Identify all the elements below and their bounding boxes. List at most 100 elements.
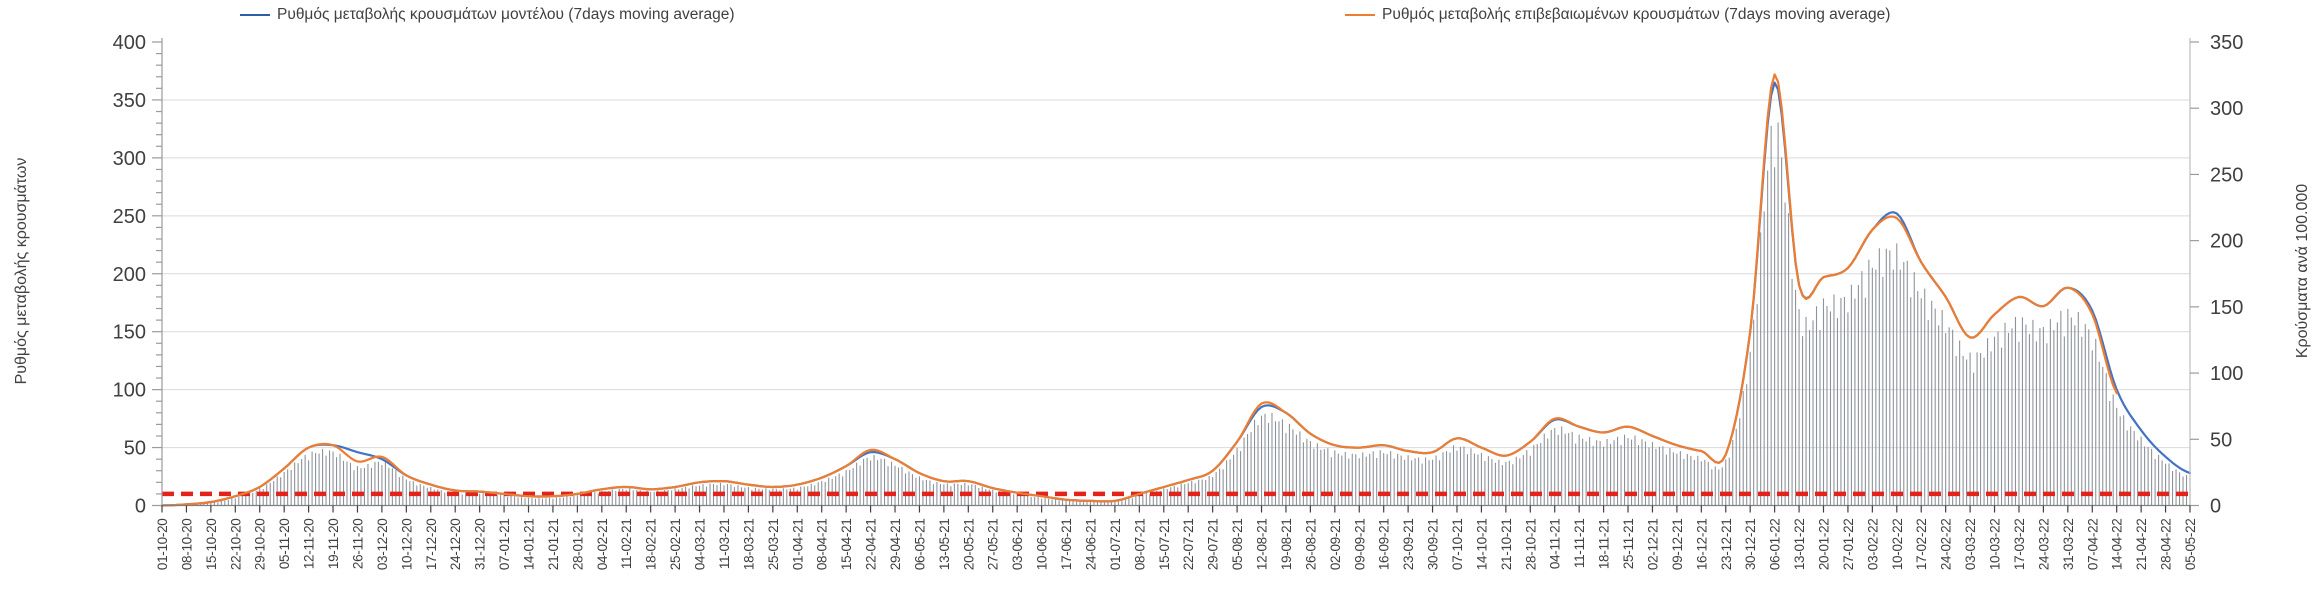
right-tick-label: 200 xyxy=(2210,231,2243,253)
x-tick-label: 07-04-22 xyxy=(2085,519,2100,571)
x-tick-label: 14-01-21 xyxy=(522,519,537,571)
legend-item-confirmed[interactable]: Ρυθμός μεταβολής επιβεβαιωμένων κρουσμάτ… xyxy=(1345,4,1890,26)
x-tick-label: 27-01-22 xyxy=(1841,519,1856,571)
x-tick-label: 14-10-21 xyxy=(1474,519,1489,571)
x-tick-label: 15-04-21 xyxy=(839,519,854,571)
legend-item-model[interactable]: Ρυθμός μεταβολής κρουσμάτων μοντέλου (7d… xyxy=(240,4,735,26)
x-tick-label: 31-03-22 xyxy=(2061,519,2076,571)
legend-label-confirmed: Ρυθμός μεταβολής επιβεβαιωμένων κρουσμάτ… xyxy=(1382,6,1891,23)
x-tick-label: 10-02-22 xyxy=(1890,519,1905,571)
x-tick-label: 14-04-22 xyxy=(2110,519,2125,571)
left-tick-label: 350 xyxy=(113,90,146,112)
x-tick-label: 03-03-22 xyxy=(1963,519,1978,571)
x-tick-label: 22-10-20 xyxy=(228,519,243,571)
left-axis-ticks: 0 50 100 150 200 250 300 350 400 xyxy=(113,32,162,518)
x-tick-label: 07-10-21 xyxy=(1450,519,1465,571)
x-tick-label: 08-04-21 xyxy=(815,519,830,571)
legend-label-model: Ρυθμός μεταβολής κρουσμάτων μοντέλου (7d… xyxy=(277,6,735,23)
x-tick-label: 15-07-21 xyxy=(1157,519,1172,571)
x-tick-label: 01-07-21 xyxy=(1108,519,1123,571)
left-tick-label: 50 xyxy=(124,438,146,460)
x-tick-label: 01-04-21 xyxy=(790,519,805,571)
right-tick-label: 100 xyxy=(2210,363,2243,385)
legend-swatch-confirmed-line-icon xyxy=(1345,14,1375,16)
right-tick-label: 0 xyxy=(2210,496,2221,518)
x-tick-label: 23-09-21 xyxy=(1401,519,1416,571)
x-tick-label: 03-12-20 xyxy=(375,519,390,571)
x-tick-label: 07-01-21 xyxy=(497,519,512,571)
x-tick-label: 16-12-21 xyxy=(1694,519,1709,571)
left-tick-label: 250 xyxy=(113,206,146,228)
x-tick-label: 05-08-21 xyxy=(1230,519,1245,571)
x-tick-label: 29-04-21 xyxy=(888,519,903,571)
gridlines xyxy=(162,99,2190,449)
x-tick-label: 21-01-21 xyxy=(546,519,561,571)
x-tick-label: 21-04-22 xyxy=(2134,519,2149,571)
left-tick-label: 200 xyxy=(113,264,146,286)
x-tick-label: 18-03-21 xyxy=(741,519,756,571)
left-tick-label: 100 xyxy=(113,380,146,402)
x-tick-label: 22-04-21 xyxy=(864,519,879,571)
legend-swatch-model-line-icon xyxy=(240,14,270,16)
x-tick-label: 31-12-20 xyxy=(473,519,488,571)
x-tick-label: 28-01-21 xyxy=(570,519,585,571)
x-tick-label: 19-08-21 xyxy=(1279,519,1294,571)
x-tick-label: 12-11-20 xyxy=(302,519,317,570)
x-tick-label: 03-06-21 xyxy=(1010,518,1025,570)
x-tick-label: 26-11-20 xyxy=(350,519,365,570)
x-tick-label: 24-06-21 xyxy=(1083,519,1098,571)
confirmed-line xyxy=(160,73,2118,507)
x-tick-label: 12-08-21 xyxy=(1255,519,1270,571)
x-tick-label: 10-12-20 xyxy=(399,519,414,571)
x-tick-label: 03-02-22 xyxy=(1865,519,1880,571)
left-tick-label: 150 xyxy=(113,322,146,344)
x-tick-label: 24-03-22 xyxy=(2036,519,2051,571)
right-tick-label: 250 xyxy=(2210,164,2243,186)
x-tick-label: 19-11-20 xyxy=(326,519,341,570)
x-tick-label: 30-09-21 xyxy=(1426,519,1441,571)
x-tick-label: 25-03-21 xyxy=(766,519,781,571)
x-tick-label: 23-12-21 xyxy=(1719,519,1734,571)
x-tick-label: 18-02-21 xyxy=(644,519,659,571)
x-tick-label: 28-10-21 xyxy=(1523,519,1538,571)
x-tick-label: 08-10-20 xyxy=(179,519,194,571)
x-tick-label: 20-01-22 xyxy=(1816,519,1831,571)
x-tick-label: 21-10-21 xyxy=(1499,519,1514,571)
axes xyxy=(161,38,2191,507)
right-tick-label: 50 xyxy=(2210,429,2232,451)
x-tick-label: 30-12-21 xyxy=(1743,519,1758,571)
x-tick-label: 17-02-22 xyxy=(1914,519,1929,571)
x-tick-label: 02-09-21 xyxy=(1328,519,1343,571)
x-tick-label: 24-02-22 xyxy=(1939,519,1954,571)
x-tick-label: 10-03-22 xyxy=(1988,519,2003,571)
x-tick-label: 09-12-21 xyxy=(1670,519,1685,571)
x-tick-label: 06-01-22 xyxy=(1768,519,1783,571)
x-tick-label: 11-03-21 xyxy=(717,519,732,570)
x-axis-ticks: 01-10-20 08-10-20 15-10-20 22-10-20 29-10-20… xyxy=(155,505,2198,571)
x-tick-label: 27-05-21 xyxy=(986,519,1001,571)
x-tick-label: 04-02-21 xyxy=(595,519,610,571)
x-tick-label: 05-05-22 xyxy=(2183,519,2198,571)
x-tick-label: 26-08-21 xyxy=(1303,519,1318,571)
right-tick-label: 300 xyxy=(2210,98,2243,120)
x-tick-label: 22-07-21 xyxy=(1181,519,1196,571)
x-tick-label: 13-05-21 xyxy=(937,519,952,571)
x-tick-label: 11-02-21 xyxy=(619,519,634,570)
x-tick-label: 05-11-20 xyxy=(277,519,292,570)
x-tick-label: 16-09-21 xyxy=(1377,519,1392,571)
left-tick-label: 400 xyxy=(113,32,146,54)
x-tick-label: 17-06-21 xyxy=(1059,519,1074,571)
x-tick-label: 24-12-20 xyxy=(448,519,463,571)
x-tick-label: 17-03-22 xyxy=(2012,519,2027,571)
x-tick-label: 09-09-21 xyxy=(1352,519,1367,571)
x-tick-label: 29-10-20 xyxy=(253,519,268,571)
x-tick-label: 11-11-21 xyxy=(1572,519,1587,569)
right-tick-label: 350 xyxy=(2210,32,2243,54)
x-tick-label: 10-06-21 xyxy=(1035,519,1050,571)
x-tick-label: 02-12-21 xyxy=(1645,519,1660,571)
right-tick-label: 150 xyxy=(2210,297,2243,319)
x-tick-label: 01-10-20 xyxy=(155,519,170,571)
x-tick-label: 04-03-21 xyxy=(693,519,708,571)
left-tick-label: 300 xyxy=(113,148,146,170)
x-tick-label: 17-12-20 xyxy=(424,519,439,571)
